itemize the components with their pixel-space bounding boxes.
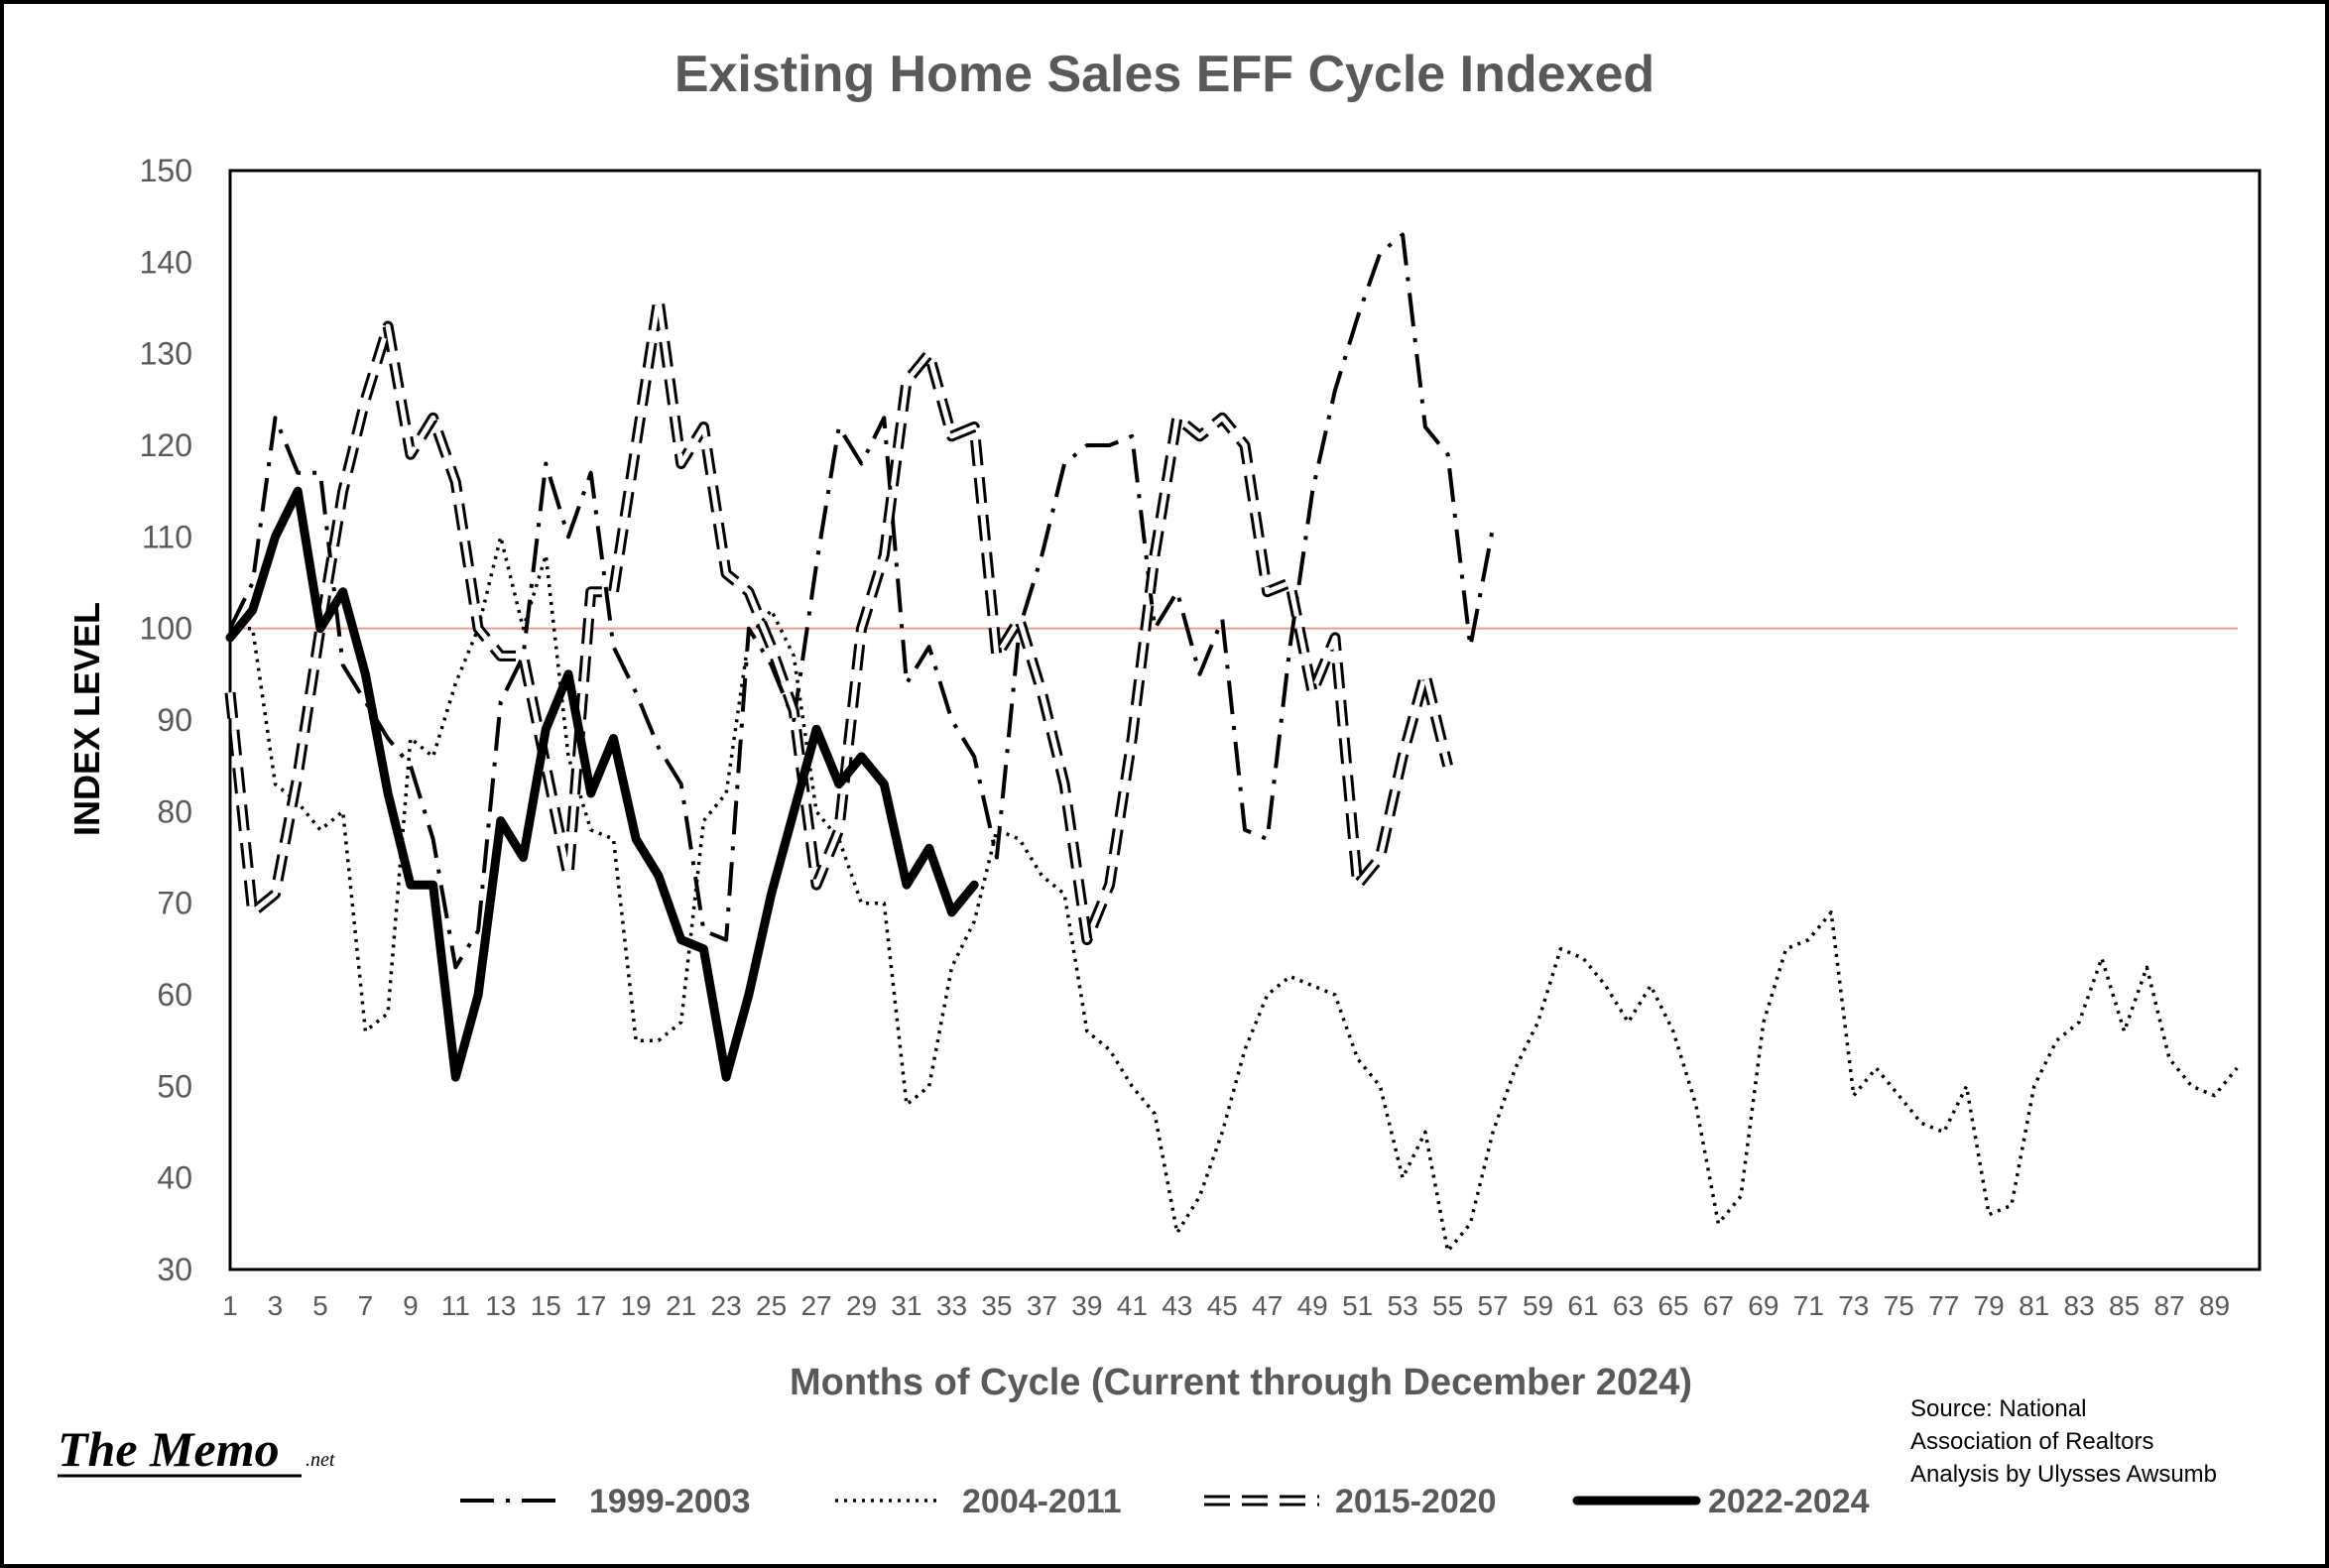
logo-suffix: .net — [306, 1449, 335, 1471]
x-tick-label: 67 — [1703, 1290, 1734, 1321]
legend: 1999-2003 2004-2011 2015-2020 2022-2024 — [460, 1483, 1870, 1520]
x-tick-label: 29 — [846, 1290, 877, 1321]
y-tick-label: 120 — [140, 427, 192, 463]
x-tick-label: 35 — [981, 1290, 1012, 1321]
x-tick-label: 21 — [666, 1290, 696, 1321]
chart-title: Existing Home Sales EFF Cycle Indexed — [674, 46, 1655, 103]
x-tick-label: 41 — [1117, 1290, 1148, 1321]
y-tick-label: 90 — [157, 702, 192, 738]
x-tick-label: 1 — [222, 1290, 238, 1321]
x-tick-label: 39 — [1071, 1290, 1102, 1321]
x-tick-label: 71 — [1793, 1290, 1824, 1321]
x-tick-label: 55 — [1432, 1290, 1463, 1321]
x-tick-label: 47 — [1252, 1290, 1283, 1321]
y-tick-label: 100 — [140, 611, 192, 647]
x-tick-label: 45 — [1207, 1290, 1238, 1321]
series-line-2015-2020 — [224, 293, 1453, 946]
x-tick-label: 61 — [1567, 1290, 1598, 1321]
x-tick-label: 79 — [1974, 1290, 2005, 1321]
x-tick-label: 3 — [268, 1290, 284, 1321]
source-note: Source: National Association of Realtors… — [1910, 1395, 2217, 1488]
x-tick-label: 63 — [1613, 1290, 1644, 1321]
series-2004-2011 — [230, 535, 2239, 1254]
x-axis-label: Months of Cycle (Current through Decembe… — [790, 1362, 1692, 1403]
series-line-inner-2015-2020 — [227, 296, 1451, 943]
logo-text: The Memo — [58, 1421, 280, 1477]
x-tick-label: 27 — [800, 1290, 831, 1321]
source-line-2: Association of Realtors — [1910, 1428, 2153, 1455]
y-tick-label: 60 — [157, 977, 192, 1013]
x-tick-label: 37 — [1027, 1290, 1057, 1321]
x-tick-label: 59 — [1523, 1290, 1553, 1321]
x-tick-label: 83 — [2064, 1290, 2095, 1321]
x-tick-label: 89 — [2199, 1290, 2230, 1321]
series-line-2004-2011 — [230, 535, 2239, 1254]
series-line-2022-2024 — [225, 486, 979, 1082]
x-tick-label: 33 — [936, 1290, 967, 1321]
x-tick-label: 65 — [1657, 1290, 1688, 1321]
y-tick-label: 150 — [140, 153, 192, 188]
x-tick-label: 43 — [1162, 1290, 1192, 1321]
x-tick-label: 51 — [1342, 1290, 1373, 1321]
legend-label: 2022-2024 — [1708, 1483, 1870, 1520]
x-tick-label: 19 — [621, 1290, 652, 1321]
source-line-3: Analysis by Ulysses Awsumb — [1910, 1461, 2217, 1488]
y-tick-label: 110 — [142, 519, 192, 554]
y-tick-label: 80 — [157, 793, 192, 829]
y-axis-label: INDEX LEVEL — [66, 602, 107, 836]
legend-item-2022-2024: 2022-2024 — [1572, 1483, 1870, 1520]
x-tick-label: 77 — [1928, 1290, 1959, 1321]
x-tick-label: 13 — [485, 1290, 516, 1321]
x-tick-label: 23 — [711, 1290, 742, 1321]
y-tick-label: 50 — [157, 1068, 192, 1104]
x-tick-label: 81 — [2019, 1290, 2049, 1321]
y-tick-label: 130 — [140, 336, 192, 372]
x-tick-label: 9 — [403, 1290, 419, 1321]
x-tick-label: 49 — [1297, 1290, 1328, 1321]
x-tick-label: 17 — [575, 1290, 606, 1321]
legend-label: 2004-2011 — [962, 1483, 1122, 1520]
series-line-1999-2003 — [228, 232, 1496, 970]
x-tick-label: 85 — [2109, 1290, 2140, 1321]
series-2022-2024 — [225, 486, 979, 1082]
series-1999-2003 — [228, 232, 1496, 970]
y-tick-label: 40 — [157, 1160, 192, 1196]
x-tick-label: 75 — [1884, 1290, 1914, 1321]
source-line-1: Source: National — [1910, 1395, 2086, 1422]
series-2015-2020 — [224, 293, 1453, 946]
x-tick-label: 69 — [1748, 1290, 1778, 1321]
x-tick-label: 31 — [891, 1290, 921, 1321]
x-tick-label: 53 — [1388, 1290, 1418, 1321]
legend-item-1999-2003: 1999-2003 — [460, 1483, 751, 1520]
x-tick-label: 11 — [441, 1290, 470, 1321]
x-tick-label: 7 — [358, 1290, 374, 1321]
x-tick-label: 57 — [1477, 1290, 1508, 1321]
legend-item-2015-2020: 2015-2020 — [1204, 1483, 1497, 1520]
legend-item-2004-2011: 2004-2011 — [835, 1483, 1122, 1520]
legend-label: 1999-2003 — [589, 1483, 751, 1520]
x-tick-label: 25 — [756, 1290, 787, 1321]
x-tick-label: 5 — [312, 1290, 328, 1321]
y-tick-label: 30 — [157, 1252, 192, 1287]
x-tick-label: 73 — [1838, 1290, 1869, 1321]
plot-border — [228, 169, 2262, 1271]
the-memo-logo: The Memo .net — [58, 1421, 335, 1478]
x-tick-label: 87 — [2153, 1290, 2184, 1321]
legend-label: 2015-2020 — [1335, 1483, 1497, 1520]
y-tick-label: 70 — [157, 886, 192, 921]
x-tick-label: 15 — [531, 1290, 561, 1321]
y-tick-label: 140 — [140, 244, 192, 280]
